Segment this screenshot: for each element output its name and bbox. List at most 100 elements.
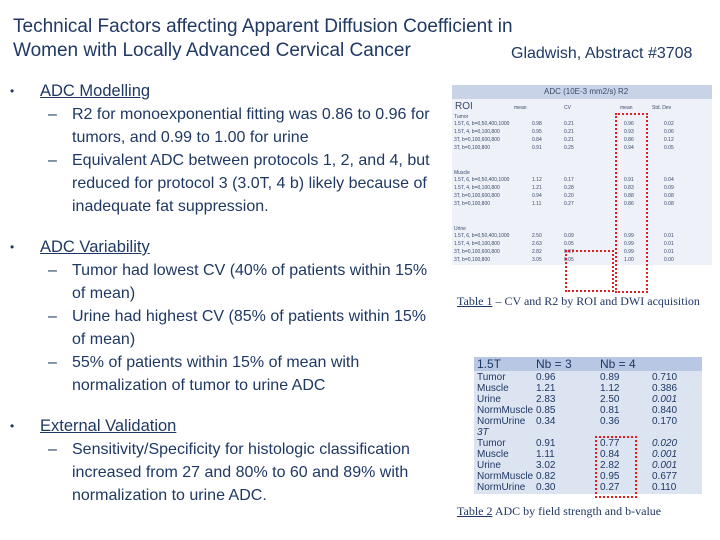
column-header: Nb = 4 bbox=[600, 357, 636, 371]
sub-bullet: – Tumor had lowest CV (40% of patients wi… bbox=[48, 262, 428, 302]
table-cell: 1.11 bbox=[536, 449, 555, 460]
table-cell: 1.21 bbox=[536, 383, 556, 394]
table-cell: 1.5T, 6, b=0,50,400,1000 bbox=[454, 177, 510, 183]
table-cell: 3T, b=0,100,800 bbox=[454, 201, 491, 207]
table-cell: 3.02 bbox=[536, 460, 556, 471]
row-label: NormMuscle bbox=[477, 471, 534, 482]
table-cell: 1.12 bbox=[532, 177, 542, 183]
table-cell: 0.840 bbox=[652, 405, 678, 416]
table-cell: 1.11 bbox=[532, 201, 542, 207]
table-cell: 1.00 bbox=[624, 257, 634, 263]
table-cell: 0.82 bbox=[536, 471, 556, 482]
table-cell: 2.83 bbox=[536, 394, 556, 405]
highlight-box bbox=[615, 113, 648, 293]
table-cell: 0.99 bbox=[624, 241, 634, 247]
row-label: Urine bbox=[477, 460, 501, 471]
table-cell: 0.07 bbox=[564, 249, 574, 255]
col-header: mean bbox=[514, 105, 527, 111]
table-cell: 0.36 bbox=[600, 416, 620, 427]
row-label: Tumor bbox=[477, 372, 506, 383]
table-cell: 0.710 bbox=[652, 372, 678, 383]
table-cell: 2.82 bbox=[600, 460, 620, 471]
bullet-label: ADC Variability bbox=[40, 238, 150, 256]
table-cell: 0.001 bbox=[652, 460, 678, 471]
table-cell: 0.94 bbox=[624, 145, 634, 151]
table-cell: 0.99 bbox=[624, 249, 634, 255]
table-1-header-band bbox=[452, 85, 712, 99]
table-cell: 0.01 bbox=[664, 233, 674, 239]
table-cell: 0.170 bbox=[652, 416, 678, 427]
table-cell: 0.08 bbox=[664, 193, 674, 199]
table-cell: 0.08 bbox=[664, 201, 674, 207]
section-label: Muscle bbox=[454, 170, 470, 176]
table-cell: 0.06 bbox=[664, 129, 674, 135]
table-cell: 0.91 bbox=[532, 145, 542, 151]
table-cell: 0.17 bbox=[564, 177, 574, 183]
table-cell: 1.5T, 4, b=0,100,800 bbox=[454, 129, 500, 135]
highlight-box bbox=[565, 250, 614, 292]
table-cell: 1.5T, 6, b=0,50,400,1000 bbox=[454, 121, 510, 127]
col-header: Std. Dev bbox=[652, 105, 672, 111]
table-cell: 0.96 bbox=[536, 372, 556, 383]
table-cell: 0.09 bbox=[664, 185, 674, 191]
table-cell: 3T, b=0,100,800 bbox=[454, 145, 491, 151]
row-label: Tumor bbox=[477, 438, 506, 449]
table-cell: 0.20 bbox=[564, 193, 574, 199]
table-cell: 0.21 bbox=[564, 121, 574, 127]
table-cell: 0.21 bbox=[564, 129, 574, 135]
bullet-label: External Validation bbox=[40, 417, 177, 435]
table-cell: 0.91 bbox=[536, 438, 556, 449]
table-2-image: 1.5T Nb = 3 Nb = 4 Tumor 0.96 0.89 0.710 Muscle… bbox=[474, 357, 702, 494]
bullet-marker: • bbox=[10, 419, 15, 433]
title-line-1: Technical Factors affecting Apparent Dif… bbox=[13, 16, 513, 37]
sub-bullet: – R2 for monoexponential fitting was 0.86… bbox=[48, 106, 430, 146]
table-1-caption: Table 1 – CV and R2 by ROI and DWI acqui… bbox=[457, 294, 700, 308]
section-label: Urine bbox=[454, 226, 466, 232]
table-cell: 0.93 bbox=[624, 129, 634, 135]
table-cell: 0.94 bbox=[532, 193, 542, 199]
table-cell: 3.05 bbox=[532, 257, 542, 263]
table-1-image: ADC (10E-3 mm2/s) R2 ROI mean CV mean Std. Dev… bbox=[452, 85, 712, 265]
sub-bullet: –55% of patients within 15% of mean with… bbox=[48, 354, 360, 394]
table-cell: 0.30 bbox=[536, 482, 556, 493]
table-cell: 2.50 bbox=[532, 233, 542, 239]
col-header: CV bbox=[564, 105, 571, 111]
bullet-adc-variability: • ADC Variability bbox=[10, 236, 435, 259]
table-cell: 3T, b=0,100,600,800 bbox=[454, 137, 500, 143]
table-cell: 0.88 bbox=[624, 193, 634, 199]
table-cell: 2.50 bbox=[600, 394, 620, 405]
sub-bullet: – Urine had highest CV (85% of patients w… bbox=[48, 308, 426, 348]
column-header: 1.5T bbox=[477, 357, 502, 371]
bullet-marker: • bbox=[10, 240, 15, 254]
bullet-external-validation: • External Validation bbox=[10, 415, 435, 438]
table-cell: 1.5T, 4, b=0,100,800 bbox=[454, 185, 500, 191]
bullet-label: ADC Modelling bbox=[40, 82, 151, 100]
group-header: ADC (10E-3 mm2/s) bbox=[544, 87, 617, 96]
table-cell: 0.02 bbox=[664, 121, 674, 127]
author-label: Gladwish, Abstract #3708 bbox=[511, 45, 693, 62]
group-header: R2 bbox=[618, 87, 629, 96]
table-cell: 2.63 bbox=[532, 241, 542, 247]
table-cell: 0.05 bbox=[664, 145, 674, 151]
row-label: Muscle bbox=[477, 383, 509, 394]
table-cell: 3T, b=0,100,600,800 bbox=[454, 193, 500, 199]
title-line-2: Women with Locally Advanced Cervical Can… bbox=[13, 40, 411, 61]
highlight-box bbox=[595, 436, 637, 498]
table-cell: 0.84 bbox=[600, 449, 620, 460]
bullet-list: • ADC Modelling – R2 for monoexponential … bbox=[10, 80, 435, 507]
table-cell: 0.05 bbox=[564, 257, 574, 263]
table-2-caption: Table 2 ADC by field strength and b-valu… bbox=[457, 504, 662, 518]
table-cell: 0.04 bbox=[664, 177, 674, 183]
table-cell: 0.001 bbox=[652, 394, 678, 405]
table-cell: 0.27 bbox=[564, 201, 574, 207]
col-header: ROI bbox=[455, 101, 473, 112]
table-cell: 0.95 bbox=[600, 471, 620, 482]
table-cell: 1.21 bbox=[532, 185, 542, 191]
table-cell: 0.21 bbox=[564, 137, 574, 143]
table-cell: 0.91 bbox=[624, 177, 634, 183]
sub-bullet: – Sensitivity/Specificity for histologic … bbox=[48, 441, 410, 504]
table-cell: 0.89 bbox=[600, 372, 620, 383]
row-label: 3T bbox=[477, 427, 489, 438]
table-cell: 0.677 bbox=[652, 471, 678, 482]
table-cell: 0.110 bbox=[652, 482, 677, 493]
